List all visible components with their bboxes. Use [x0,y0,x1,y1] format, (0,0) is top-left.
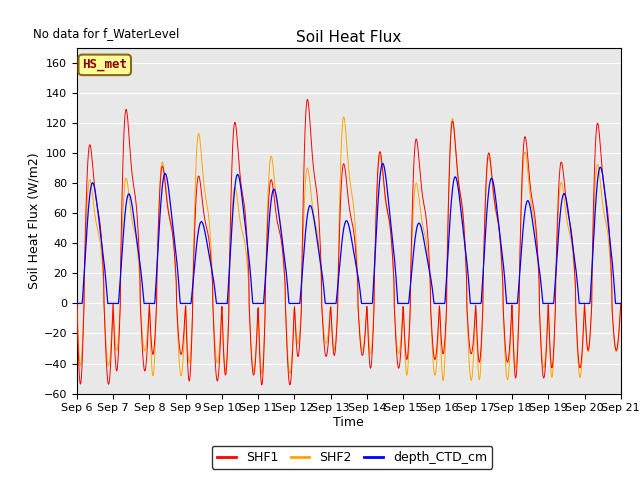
Y-axis label: Soil Heat Flux (W/m2): Soil Heat Flux (W/m2) [28,153,41,289]
Title: Soil Heat Flux: Soil Heat Flux [296,30,401,46]
Text: No data for f_WaterLevel: No data for f_WaterLevel [33,27,180,40]
Legend: SHF1, SHF2, depth_CTD_cm: SHF1, SHF2, depth_CTD_cm [212,446,492,469]
X-axis label: Time: Time [333,416,364,429]
Text: HS_met: HS_met [82,59,127,72]
